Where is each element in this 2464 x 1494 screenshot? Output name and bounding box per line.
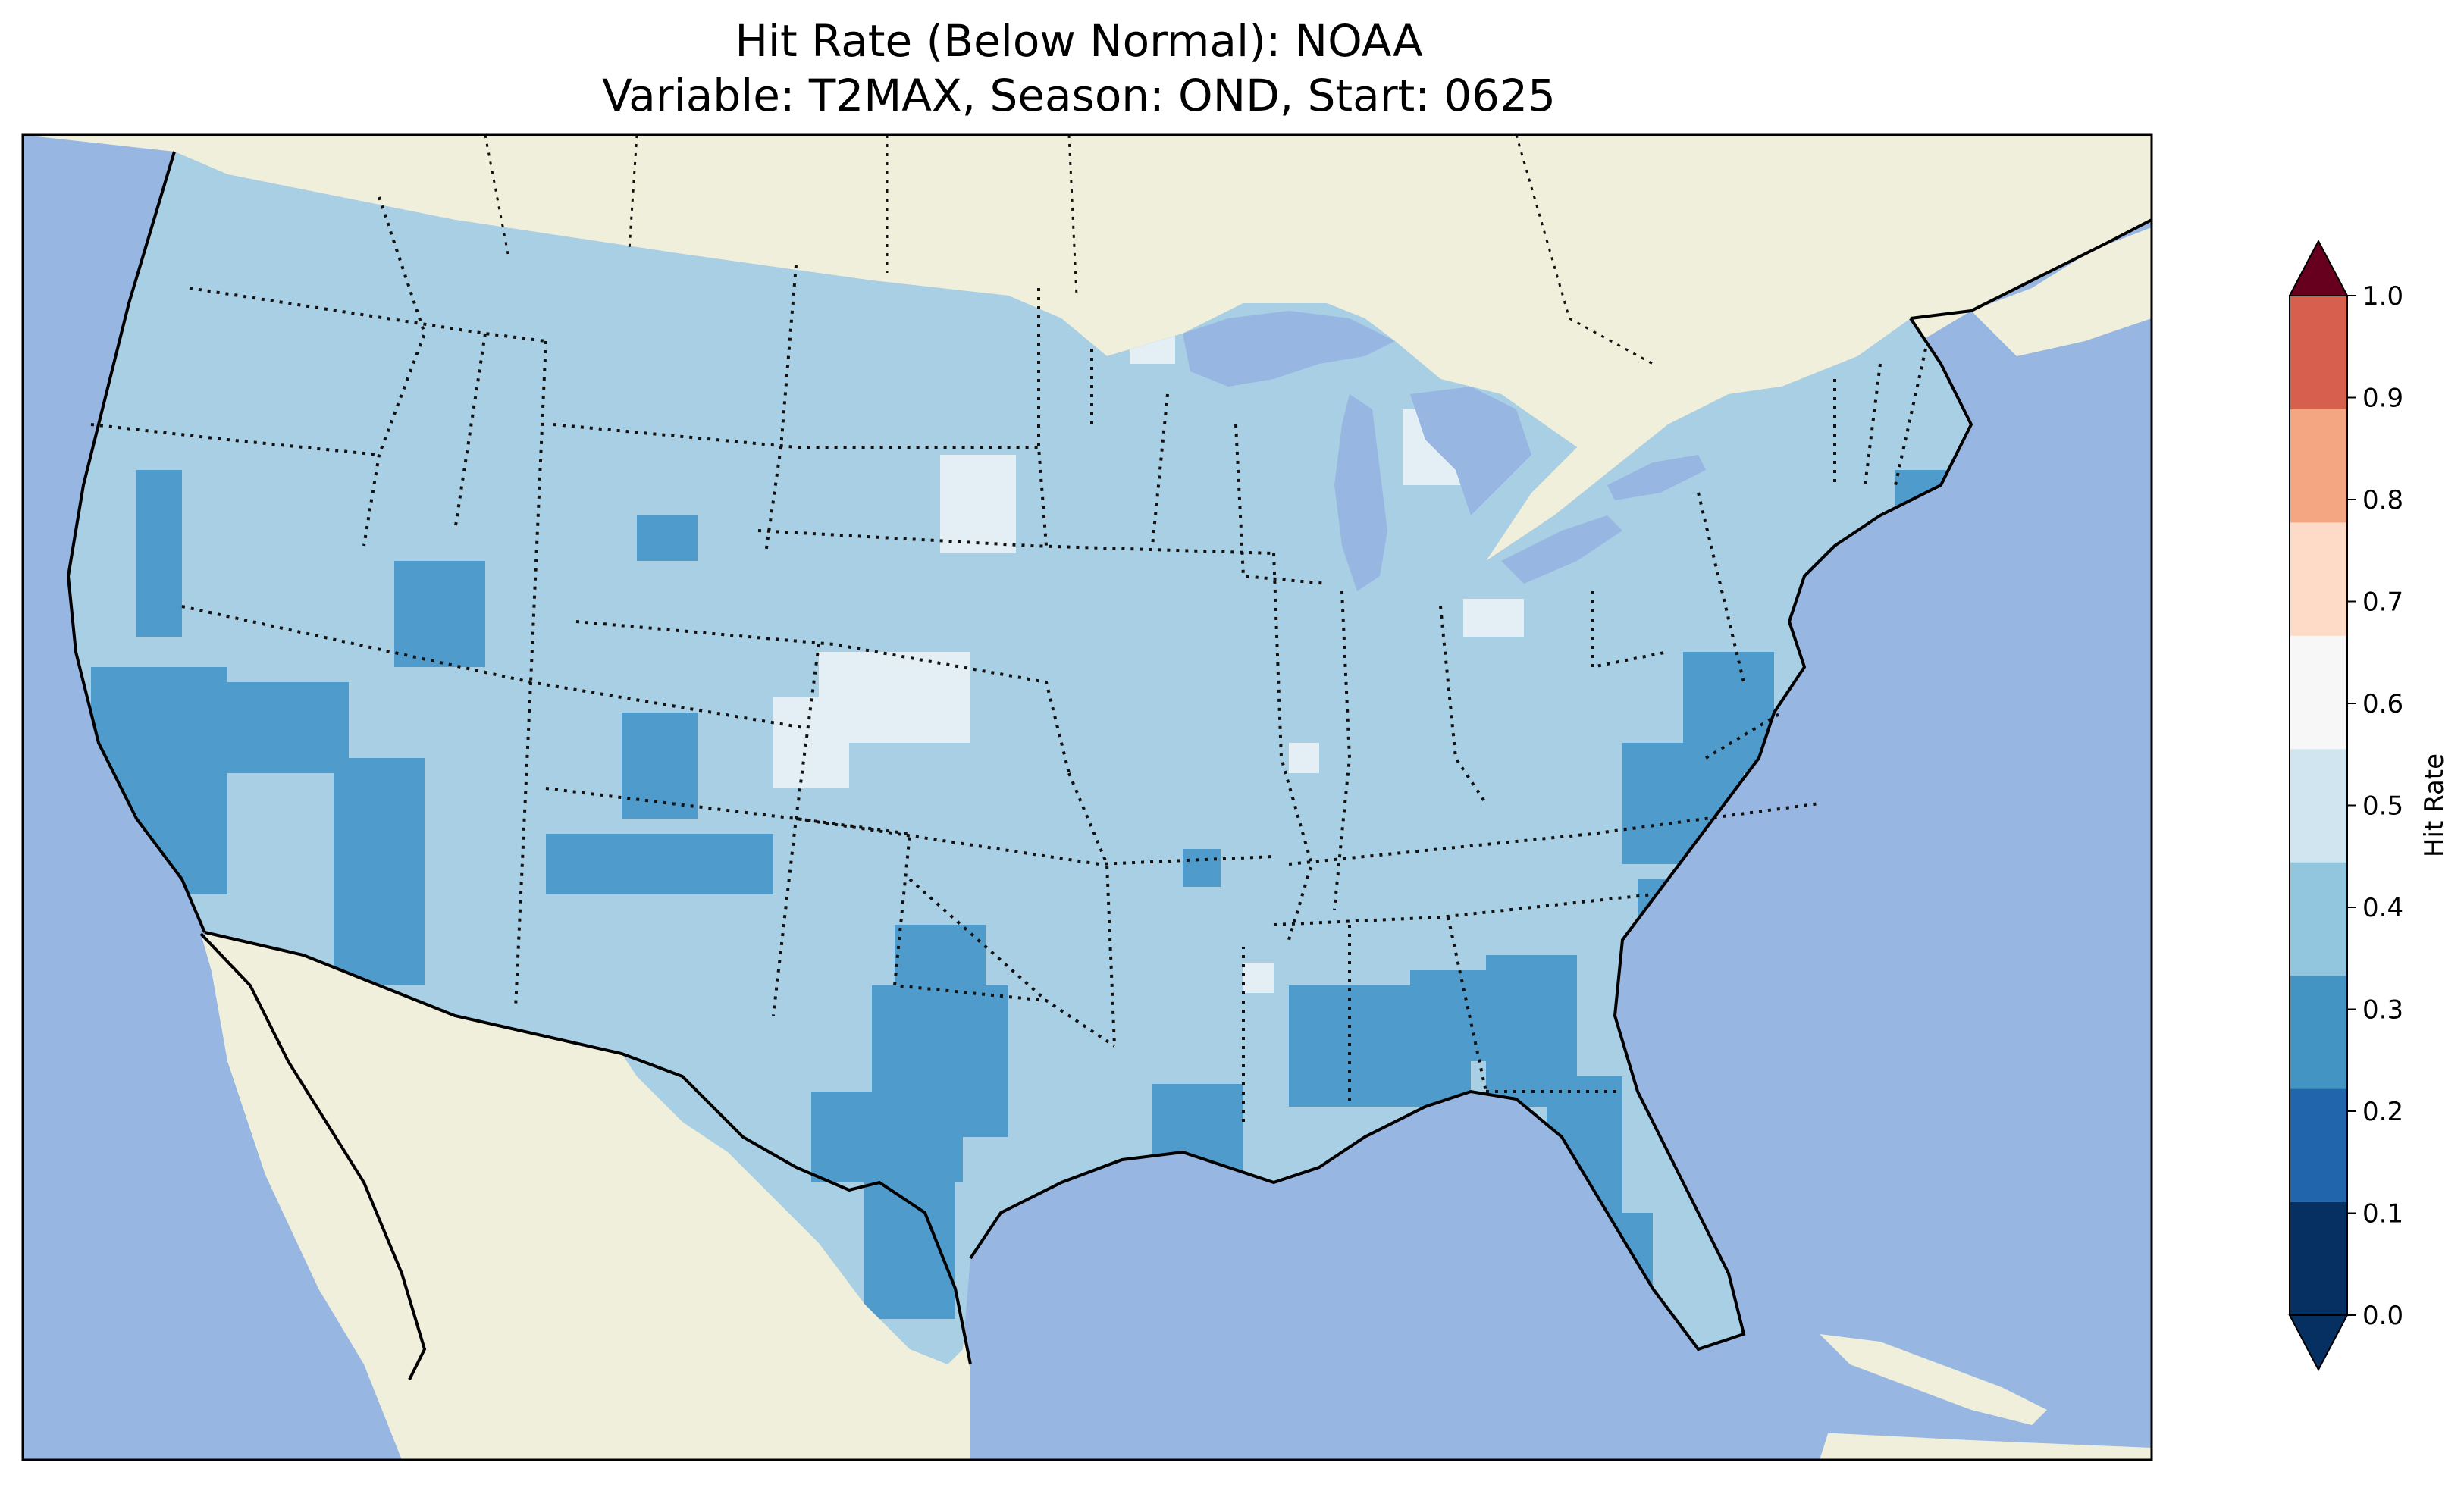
canada-land	[23, 135, 2152, 561]
low-hit-rate-patch-0	[136, 470, 182, 637]
colorbar-extend-min	[2288, 1314, 2349, 1372]
lake-ontario	[1607, 455, 1706, 500]
high-hit-rate-patch-30	[1243, 963, 1274, 993]
colorbar-bin-0	[2290, 1201, 2347, 1316]
title-line-2: Variable: T2MAX, Season: OND, Start: 062…	[602, 70, 1556, 121]
lake-erie	[1501, 515, 1622, 584]
colorbar-tick-label: 0.7	[2362, 587, 2403, 618]
gulf-of-mexico	[970, 1092, 1850, 1460]
high-hit-rate-patch-25	[773, 697, 849, 788]
lake-huron	[1410, 387, 1531, 515]
low-hit-rate-patch-10	[811, 1092, 963, 1182]
colorbar-bin-4	[2290, 748, 2347, 863]
colorbar-bin-8	[2290, 296, 2347, 409]
colorbar-bin-6	[2290, 521, 2347, 636]
baja-land	[201, 934, 425, 1380]
colorbar-tick-label: 0.1	[2362, 1199, 2403, 1229]
low-hit-rate-patch-2	[637, 515, 698, 561]
colorbar-tick-label: 0.9	[2362, 384, 2403, 414]
colorbar-tick-label: 1.0	[2362, 281, 2403, 312]
colorbar: 0.0 0.1 0.2 0.3 0.4 0.5 0.6 0.7 0.8 0.9 1.0 Hit Rat…	[2288, 239, 2450, 1372]
colorbar-bin-5	[2290, 635, 2347, 750]
map-area	[23, 135, 2152, 1460]
high-hit-rate-patch-27	[1463, 599, 1524, 637]
colorbar-tick-label: 0.8	[2362, 485, 2403, 515]
anomaly-patches	[91, 318, 1956, 1319]
maritimes-land	[1971, 227, 2152, 356]
figure-title: Hit Rate (Below Normal): NOAA Variable: …	[0, 14, 2158, 123]
colorbar-label: Hit Rate	[2419, 753, 2450, 857]
low-hit-rate-patch-1	[394, 561, 485, 667]
cuba-land	[1820, 1334, 2047, 1425]
high-hit-rate-patch-23	[940, 455, 1016, 553]
map-frame	[21, 133, 2153, 1461]
colorbar-tick-label: 0.2	[2362, 1097, 2403, 1127]
colorbar-tick-label: 0.3	[2362, 995, 2403, 1026]
colorbar-tick-label: 0.5	[2362, 791, 2403, 822]
province-borders	[484, 135, 1654, 365]
colorbar-bin-3	[2290, 862, 2347, 976]
title-line-1: Hit Rate (Below Normal): NOAA	[735, 15, 1423, 67]
colorbar-bin-7	[2290, 409, 2347, 523]
colorbar-bin-2	[2290, 975, 2347, 1089]
low-hit-rate-patch-5	[334, 758, 425, 985]
lake-michigan	[1334, 394, 1387, 591]
state-borders	[90, 196, 1927, 1122]
colorbar-tick-label: 0.6	[2362, 689, 2403, 719]
low-hit-rate-patch-22	[1183, 849, 1221, 887]
coastlines	[66, 151, 2152, 1380]
high-hit-rate-patch-28	[1289, 743, 1319, 773]
low-hit-rate-patch-7	[622, 713, 698, 819]
colorbar-bin-1	[2290, 1088, 2347, 1203]
low-hit-rate-patch-6	[546, 834, 773, 894]
low-hit-rate-patch-4	[227, 682, 349, 773]
colorbar-tick-label: 0.4	[2362, 893, 2403, 923]
lake-superior	[1183, 311, 1395, 387]
colorbar-tick-label: 0.0	[2362, 1301, 2403, 1331]
colorbar-extend-max	[2288, 239, 2349, 296]
